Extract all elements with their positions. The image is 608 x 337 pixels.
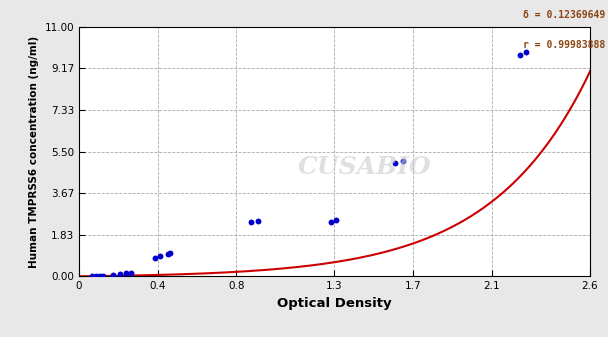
Point: [515, 53, 525, 58]
Point: [87, 274, 97, 279]
Point: [95, 273, 105, 279]
Point: [98, 273, 108, 278]
Point: [331, 217, 341, 222]
Point: [122, 271, 131, 276]
Point: [246, 219, 256, 225]
Text: δ = 0.12369649: δ = 0.12369649: [523, 10, 605, 20]
Point: [116, 271, 125, 277]
Point: [398, 158, 408, 163]
Point: [253, 218, 263, 223]
Point: [165, 250, 175, 255]
Point: [126, 270, 136, 275]
Point: [326, 219, 336, 225]
Point: [521, 49, 531, 55]
Point: [91, 273, 101, 279]
Y-axis label: Human TMPRSS6 concentration (ng/ml): Human TMPRSS6 concentration (ng/ml): [29, 36, 39, 268]
X-axis label: Optical Density: Optical Density: [277, 297, 392, 310]
Point: [150, 255, 159, 261]
Point: [109, 272, 119, 278]
Text: r = 0.99983888: r = 0.99983888: [523, 40, 605, 51]
Point: [390, 160, 400, 166]
Text: CUSABIO: CUSABIO: [299, 155, 432, 179]
Point: [164, 251, 173, 256]
Point: [154, 253, 164, 258]
